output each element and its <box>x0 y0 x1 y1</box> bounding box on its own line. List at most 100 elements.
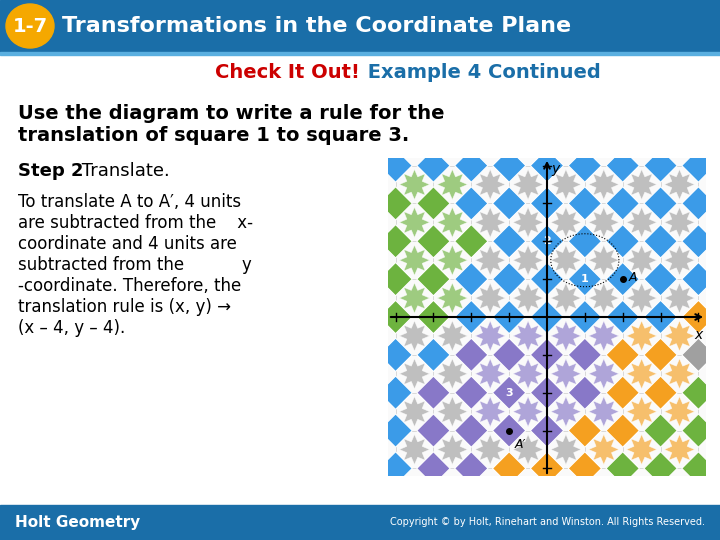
Polygon shape <box>437 283 467 313</box>
Text: A′: A′ <box>515 438 526 451</box>
Polygon shape <box>475 245 505 275</box>
Polygon shape <box>379 338 413 372</box>
Polygon shape <box>475 283 505 313</box>
Polygon shape <box>400 283 430 313</box>
Polygon shape <box>454 187 488 220</box>
Polygon shape <box>417 225 450 258</box>
Polygon shape <box>665 359 695 389</box>
Polygon shape <box>644 262 678 296</box>
Polygon shape <box>568 262 601 296</box>
Polygon shape <box>475 207 505 238</box>
Polygon shape <box>417 376 450 409</box>
Polygon shape <box>492 225 526 258</box>
Polygon shape <box>417 300 450 334</box>
Polygon shape <box>626 321 657 351</box>
Polygon shape <box>682 300 715 334</box>
Polygon shape <box>589 396 619 427</box>
Polygon shape <box>513 321 543 351</box>
Polygon shape <box>531 300 564 334</box>
Polygon shape <box>644 452 678 485</box>
Polygon shape <box>379 262 413 296</box>
Text: To translate A to A′, 4 units: To translate A to A′, 4 units <box>18 193 241 211</box>
Polygon shape <box>531 225 564 258</box>
Polygon shape <box>379 452 413 485</box>
Polygon shape <box>644 338 678 372</box>
Polygon shape <box>492 187 526 220</box>
Polygon shape <box>626 396 657 427</box>
Polygon shape <box>568 149 601 182</box>
Polygon shape <box>606 262 639 296</box>
Polygon shape <box>492 300 526 334</box>
Polygon shape <box>626 245 657 275</box>
Polygon shape <box>417 414 450 447</box>
Polygon shape <box>589 321 619 351</box>
Polygon shape <box>682 262 715 296</box>
Polygon shape <box>400 359 430 389</box>
Polygon shape <box>513 434 543 464</box>
Polygon shape <box>400 245 430 275</box>
Polygon shape <box>454 262 488 296</box>
Polygon shape <box>589 245 619 275</box>
Polygon shape <box>665 321 695 351</box>
Polygon shape <box>531 149 564 182</box>
Polygon shape <box>513 396 543 427</box>
Polygon shape <box>606 414 639 447</box>
Polygon shape <box>437 359 467 389</box>
Polygon shape <box>665 396 695 427</box>
Polygon shape <box>475 434 505 464</box>
Polygon shape <box>644 225 678 258</box>
Text: 3: 3 <box>505 388 513 398</box>
Polygon shape <box>606 300 639 334</box>
Polygon shape <box>513 359 543 389</box>
Polygon shape <box>437 321 467 351</box>
Text: Step 2: Step 2 <box>18 162 84 180</box>
Polygon shape <box>644 376 678 409</box>
Bar <box>0 52 720 55</box>
Polygon shape <box>437 245 467 275</box>
Polygon shape <box>454 376 488 409</box>
Polygon shape <box>551 207 581 238</box>
Polygon shape <box>400 396 430 427</box>
Polygon shape <box>551 434 581 464</box>
Polygon shape <box>379 149 413 182</box>
Polygon shape <box>492 149 526 182</box>
Text: Copyright © by Holt, Rinehart and Winston. All Rights Reserved.: Copyright © by Holt, Rinehart and Winsto… <box>390 517 705 527</box>
Polygon shape <box>551 359 581 389</box>
Polygon shape <box>475 396 505 427</box>
Polygon shape <box>400 434 430 464</box>
Polygon shape <box>626 359 657 389</box>
Text: coordinate and 4 units are: coordinate and 4 units are <box>18 235 237 253</box>
Polygon shape <box>551 245 581 275</box>
Text: y: y <box>552 162 559 176</box>
Polygon shape <box>400 321 430 351</box>
Polygon shape <box>454 300 488 334</box>
Polygon shape <box>568 225 601 258</box>
Polygon shape <box>606 376 639 409</box>
Text: 2: 2 <box>543 237 551 246</box>
Polygon shape <box>665 434 695 464</box>
Polygon shape <box>531 262 564 296</box>
Polygon shape <box>492 376 526 409</box>
Polygon shape <box>682 225 715 258</box>
Polygon shape <box>454 338 488 372</box>
Text: translation of square 1 to square 3.: translation of square 1 to square 3. <box>18 126 409 145</box>
Polygon shape <box>513 207 543 238</box>
Polygon shape <box>475 359 505 389</box>
Polygon shape <box>682 338 715 372</box>
Polygon shape <box>454 414 488 447</box>
Polygon shape <box>606 225 639 258</box>
Text: Check It Out!: Check It Out! <box>215 64 360 83</box>
Polygon shape <box>513 245 543 275</box>
Polygon shape <box>606 452 639 485</box>
Polygon shape <box>492 414 526 447</box>
Polygon shape <box>589 283 619 313</box>
Polygon shape <box>379 414 413 447</box>
Polygon shape <box>589 434 619 464</box>
Polygon shape <box>589 359 619 389</box>
Polygon shape <box>568 300 601 334</box>
Polygon shape <box>531 376 564 409</box>
Polygon shape <box>454 225 488 258</box>
Polygon shape <box>665 283 695 313</box>
Bar <box>0 0 720 52</box>
Text: Translate.: Translate. <box>76 162 170 180</box>
